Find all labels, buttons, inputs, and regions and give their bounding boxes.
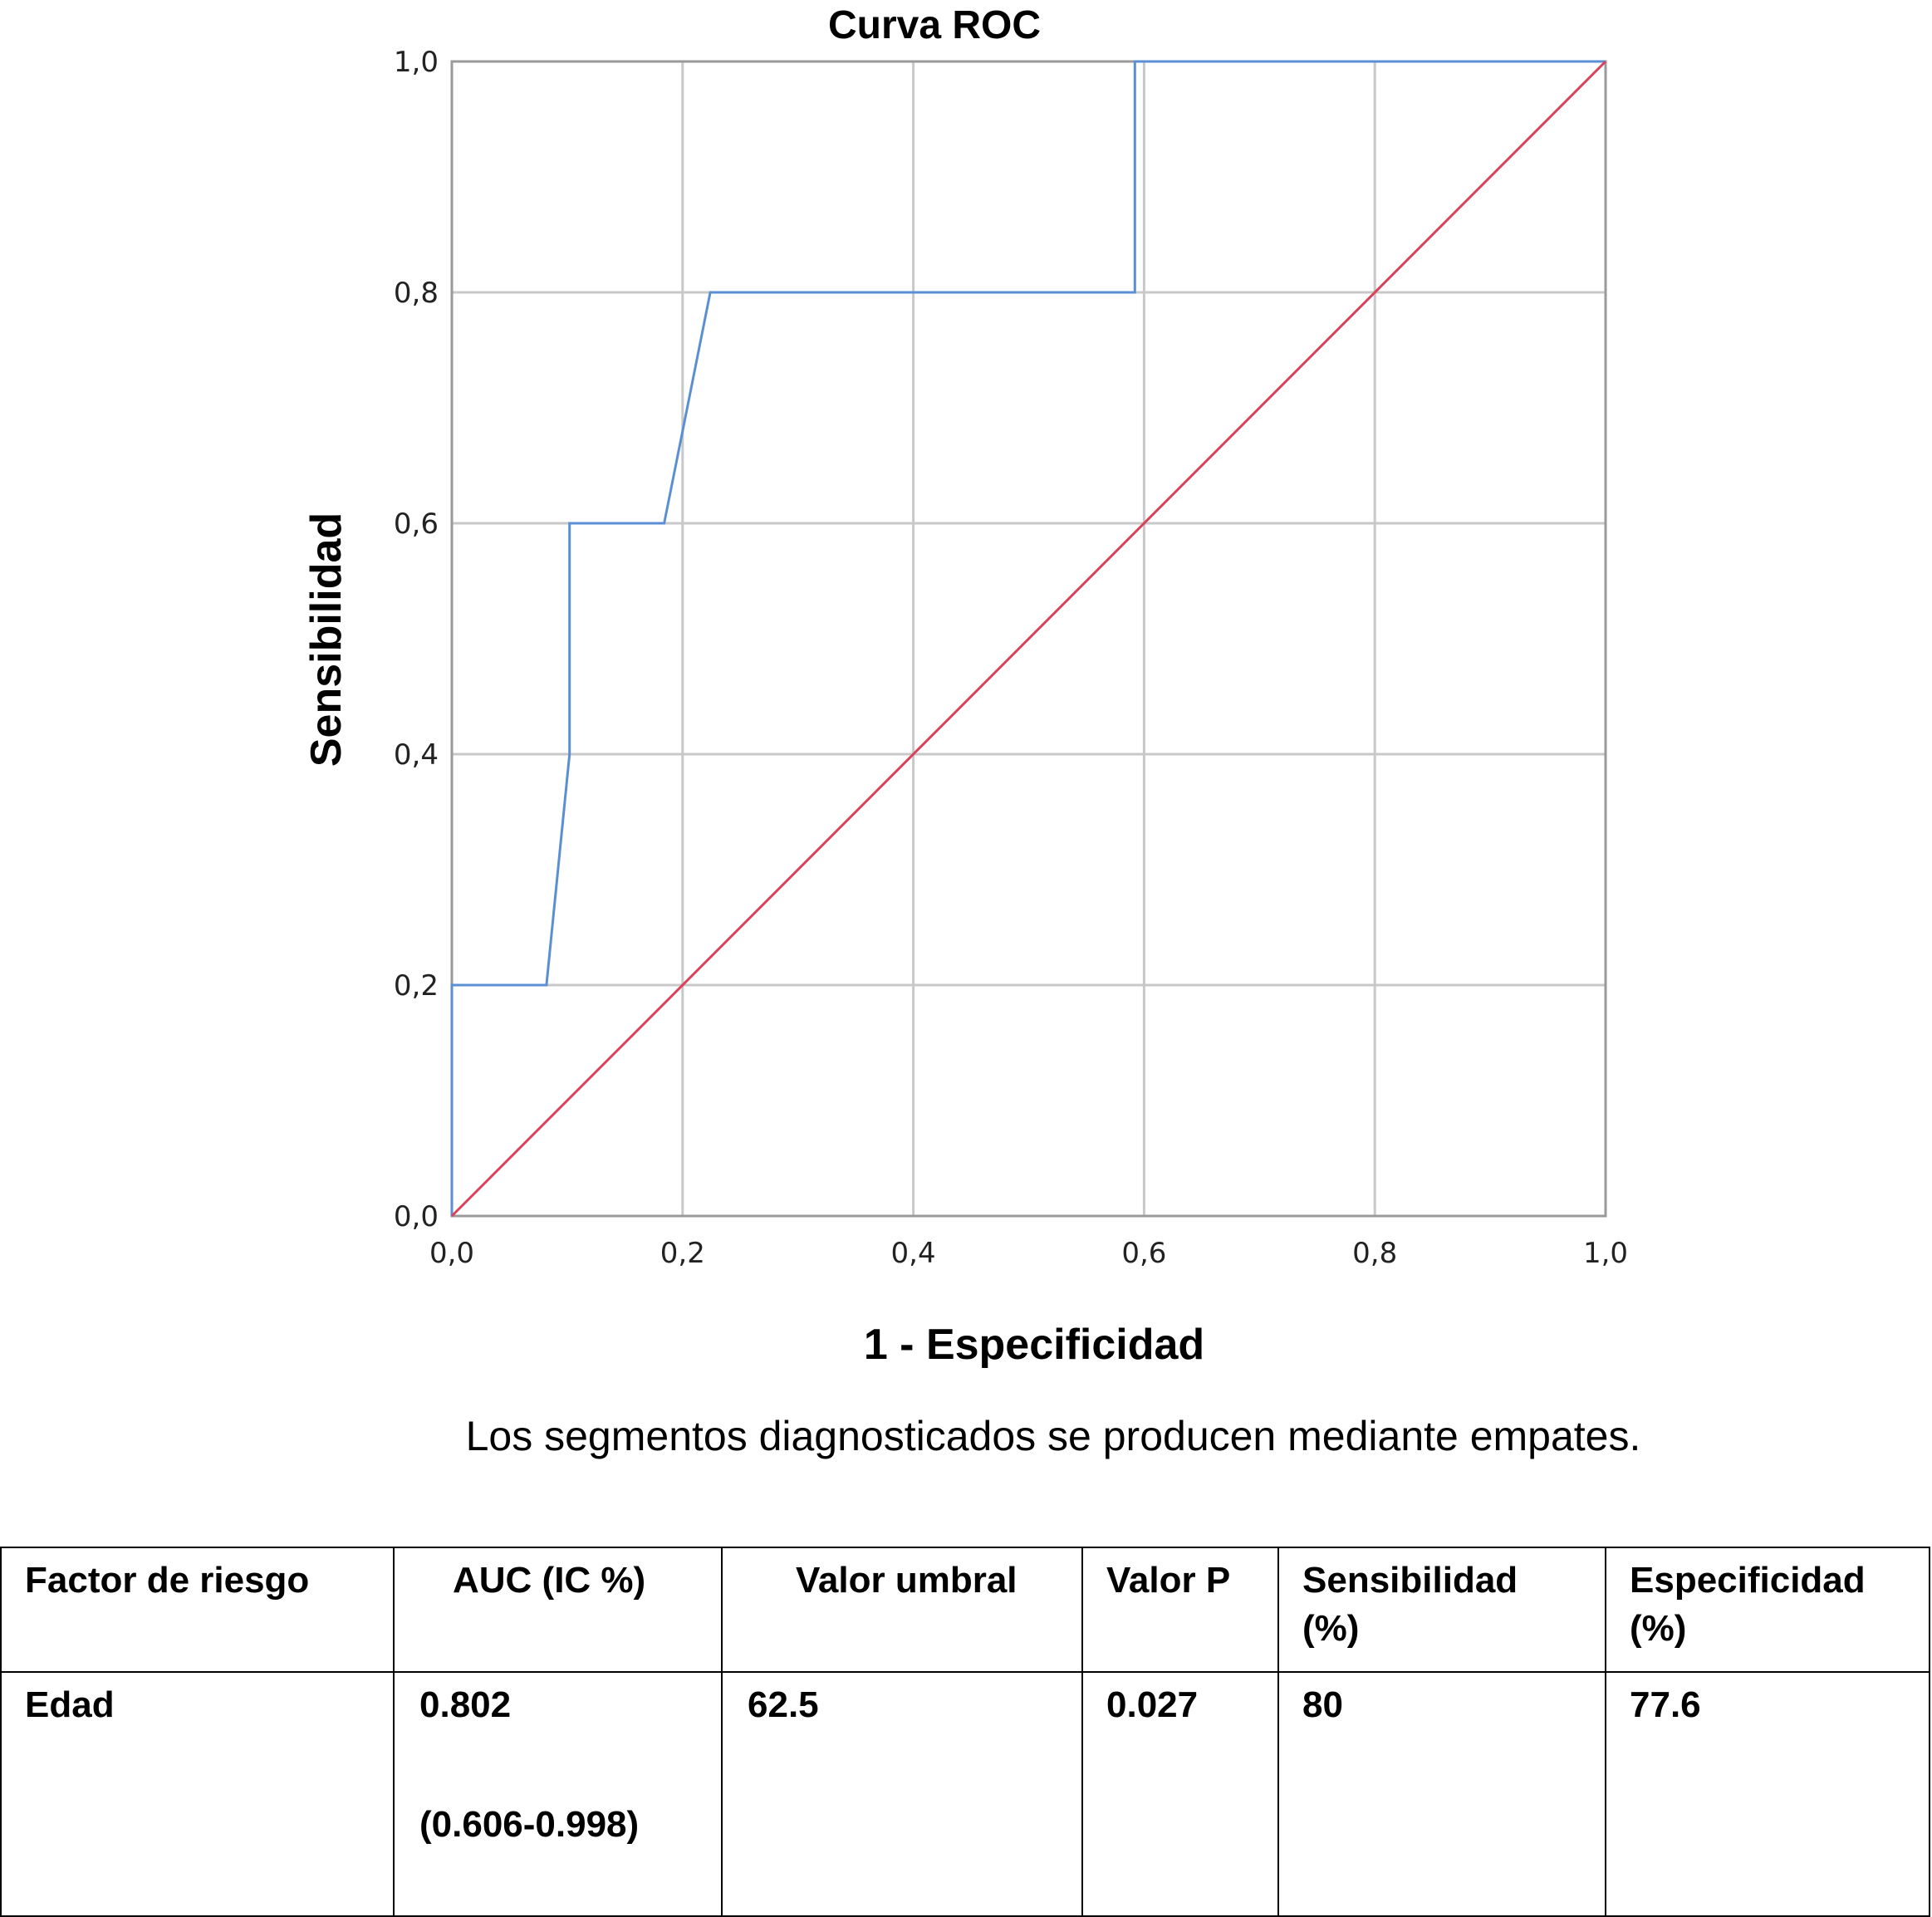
plot-frame [450, 60, 1607, 1218]
x-tick-label: 0,8 [1352, 1237, 1397, 1270]
y-tick-label: 1,0 [394, 46, 439, 79]
y-tick-label: 0,2 [394, 969, 439, 1003]
header-auc: AUC (IC %) [393, 1547, 723, 1673]
x-tick-label: 1,0 [1583, 1237, 1628, 1270]
roc-chart: Curva ROC 0,0 0,2 0,4 0,6 0,8 1,0 0,00,20,40,… [302, 3, 1628, 1369]
chart-footnote: Los segmentos diagnosticados se producen… [465, 1413, 1641, 1459]
cell-auc-ic: (0.606-0.998) [419, 1804, 640, 1845]
y-tick-label: 0,4 [394, 738, 439, 772]
x-tick-label: 0,6 [1121, 1237, 1166, 1270]
y-tick-labels: 0,0 0,2 0,4 0,6 0,8 1,0 [394, 46, 439, 1233]
header-umbral: Valor umbral [721, 1547, 1083, 1673]
cell-valor-p: 0.027 [1081, 1671, 1279, 1917]
table-row: Edad 0.802 (0.606-0.998) 62.5 0.027 80 7… [0, 1671, 1930, 1917]
cell-sensibilidad: 80 [1277, 1671, 1606, 1917]
chart-title: Curva ROC [828, 3, 1041, 47]
cell-umbral: 62.5 [721, 1671, 1083, 1917]
cell-especificidad: 77.6 [1605, 1671, 1930, 1917]
header-sensibilidad: Sensibilidad (%) [1277, 1547, 1606, 1673]
series-layer [450, 60, 1607, 1218]
header-valor-p: Valor P [1081, 1547, 1279, 1673]
cell-auc-value: 0.802 [419, 1684, 512, 1725]
x-axis-label: 1 - Especificidad [864, 1321, 1204, 1369]
x-tick-label: 0,2 [660, 1237, 705, 1270]
roc-curve-line [450, 60, 1606, 1216]
y-axis-label: Sensibilidad [302, 512, 351, 767]
cell-auc: 0.802 (0.606-0.998) [393, 1671, 723, 1917]
x-tick-label: 0,0 [429, 1237, 474, 1270]
cell-factor: Edad [0, 1671, 395, 1917]
header-factor: Factor de riesgo [0, 1547, 395, 1673]
results-table: Factor de riesgo AUC (IC %) Valor umbral… [0, 1547, 1930, 1917]
table-header-row: Factor de riesgo AUC (IC %) Valor umbral… [0, 1547, 1930, 1673]
reference-diagonal-line [450, 60, 1607, 1218]
y-tick-label: 0,6 [394, 507, 439, 541]
x-tick-label: 0,4 [891, 1237, 936, 1270]
header-especificidad: Especificidad (%) [1605, 1547, 1930, 1673]
y-tick-label: 0,0 [394, 1200, 439, 1233]
y-tick-label: 0,8 [394, 277, 439, 310]
x-tick-labels: 0,0 0,2 0,4 0,6 0,8 1,0 [429, 1237, 1628, 1270]
